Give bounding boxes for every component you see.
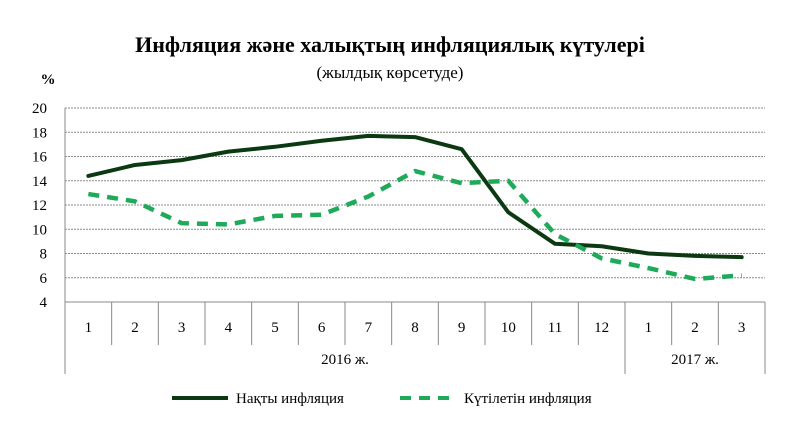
y-tick-label: 16 — [32, 150, 48, 166]
x-tick-label: 9 — [458, 320, 466, 336]
legend-label: Нақты инфляция — [236, 391, 344, 407]
x-tick-label: 4 — [225, 320, 233, 336]
x-tick-label: 1 — [645, 320, 653, 336]
y-tick-label: 4 — [40, 295, 48, 311]
x-tick-label: 3 — [178, 320, 186, 336]
x-tick-label: 6 — [318, 320, 326, 336]
y-tick-label: 20 — [32, 101, 47, 117]
year-label: 2016 ж. — [321, 352, 369, 368]
y-tick-label: 6 — [40, 271, 48, 287]
series-line-1 — [86, 133, 744, 260]
chart-subtitle: (жылдық көрсетуде) — [317, 63, 464, 82]
y-tick-label: 18 — [32, 125, 47, 141]
y-axis-label: % — [41, 72, 56, 88]
x-tick-label: 10 — [501, 320, 516, 336]
y-tick-label: 12 — [32, 198, 47, 214]
legend-label: Күтілетін инфляция — [464, 391, 592, 407]
x-tick-label: 2 — [131, 320, 139, 336]
year-label: 2017 ж. — [671, 352, 719, 368]
chart-title: Инфляция және халықтың инфляциялық күтул… — [135, 32, 645, 57]
x-tick-label: 7 — [365, 320, 373, 336]
x-tick-label: 11 — [548, 320, 562, 336]
y-tick-label: 8 — [40, 247, 48, 263]
x-tick-label: 12 — [594, 320, 609, 336]
y-tick-label: 10 — [32, 222, 47, 238]
x-tick-label: 8 — [411, 320, 419, 336]
x-tick-label: 3 — [738, 320, 746, 336]
x-tick-label: 2 — [691, 320, 699, 336]
x-tick-label: 1 — [85, 320, 93, 336]
y-tick-label: 14 — [32, 174, 48, 190]
x-tick-label: 5 — [271, 320, 279, 336]
series-line-2 — [87, 168, 742, 282]
